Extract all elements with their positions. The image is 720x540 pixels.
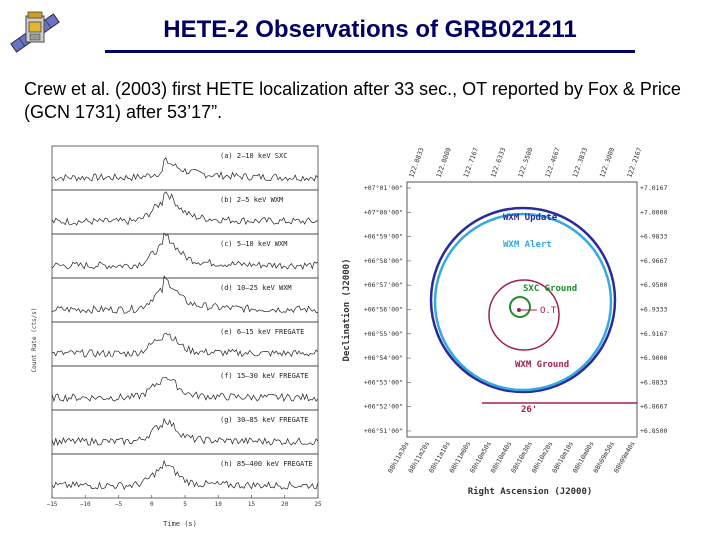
sxc-ground-label: SXC Ground <box>523 284 577 294</box>
left-axis-tick-label: +06°52'00" <box>364 403 403 411</box>
left-axis-tick-label: +06°53'00" <box>364 378 403 386</box>
right-axis-tick-label: +6.9833 <box>640 233 667 241</box>
left-axis-tick-label: +07°00'00" <box>364 208 403 216</box>
light-curve-panel-label: (f) 15–30 keV FREGATE <box>220 372 309 380</box>
right-ascension-axis-label: Right Ascension (J2000) <box>468 486 593 497</box>
light-curve-panel-label: (a) 2–10 keV SXC <box>220 152 287 160</box>
slide-body-text: Crew et al. (2003) first HETE localizati… <box>24 79 681 122</box>
light-curve-x-tick-label: 25 <box>314 501 322 508</box>
optical-transient-marker <box>517 308 521 312</box>
wxm-ground-label: WXM Ground <box>515 360 569 370</box>
title-underline <box>105 50 635 53</box>
right-axis-tick-label: +6.8500 <box>640 427 667 435</box>
wxm-update-label: WXM Update <box>503 213 558 223</box>
right-axis-tick-label: +6.9000 <box>640 354 667 362</box>
light-curve-x-tick-label: 0 <box>150 501 154 508</box>
wxm-update-error-circle <box>429 206 617 394</box>
light-curve-y-label: Count Rate (cts/s) <box>31 307 38 372</box>
declination-axis-label: Declination (J2000) <box>341 259 352 362</box>
left-axis-tick-label: +06°54'00" <box>364 354 403 362</box>
light-curve-panel-label: (g) 30–85 keV FREGATE <box>220 416 309 424</box>
left-axis-tick-label: +06°57'00" <box>364 281 403 289</box>
wxm-ground-error-circle <box>488 279 560 351</box>
light-curve-panel-label: (e) 6–15 keV FREGATE <box>220 328 304 336</box>
wxm-alert-error-circle <box>433 212 613 392</box>
left-axis-tick-label: +06°55'00" <box>364 330 403 338</box>
light-curve-trace <box>51 157 319 182</box>
right-axis-tick-label: +7.0000 <box>640 208 667 216</box>
right-axis-tick-label: +6.9500 <box>640 281 667 289</box>
light-curve-x-tick-label: −10 <box>80 501 91 508</box>
right-axis-tick-label: +7.0167 <box>640 184 667 192</box>
left-axis-tick-label: +06°59'00" <box>364 233 403 241</box>
light-curve-panel-label: (c) 5–10 keV WXM <box>220 240 287 248</box>
wxm-alert-label: WXM Alert <box>503 240 552 250</box>
left-axis-tick-label: +06°51'00" <box>364 427 403 435</box>
right-axis-tick-label: +6.8667 <box>640 403 667 411</box>
light-curve-trace <box>51 459 319 491</box>
light-curve-panel-label: (b) 2–5 keV WXM <box>220 196 283 204</box>
light-curve-x-tick-label: 20 <box>281 501 289 508</box>
light-curve-trace <box>51 377 319 403</box>
scale-bar-label: 26' <box>521 405 537 415</box>
light-curve-panel-label: (d) 10–25 keV WXM <box>220 284 292 292</box>
light-curve-trace <box>51 232 319 270</box>
light-curve-x-label: Time (s) <box>163 520 197 528</box>
optical-transient-label: O.T. <box>540 306 562 316</box>
right-axis-tick-label: +6.9667 <box>640 257 667 265</box>
light-curve-x-tick-label: −15 <box>47 501 58 508</box>
right-axis-tick-label: +6.8833 <box>640 378 667 386</box>
right-axis-tick-label: +6.9167 <box>640 330 667 338</box>
left-axis-tick-label: +07°01'00" <box>364 184 403 192</box>
hete-satellite-logo <box>10 11 60 53</box>
localization-sky-map: 122.8833 122.8000 122.7167 122.6333 122.5500… <box>335 140 715 510</box>
light-curve-figure: Count Rate (cts/s) (a) 2–10 keV SXC (b) 2… <box>30 140 330 530</box>
slide-title: HETE-2 Observations of GRB021211 <box>163 16 577 43</box>
light-curve-trace <box>51 332 319 358</box>
light-curve-panel-label: (h) 85–400 keV FREGATE <box>220 460 313 468</box>
light-curve-x-tick-label: 5 <box>183 501 187 508</box>
left-axis-tick-label: +06°56'00" <box>364 306 403 314</box>
light-curve-trace <box>51 417 319 447</box>
light-curve-x-tick-label: 15 <box>248 501 256 508</box>
right-axis-tick-label: +6.9333 <box>640 306 667 314</box>
sxc-ground-error-circle <box>509 296 531 318</box>
light-curve-trace <box>51 275 319 314</box>
light-curve-trace <box>51 191 319 226</box>
left-axis-tick-label: +06°58'00" <box>364 257 403 265</box>
light-curve-x-tick-label: −5 <box>115 501 123 508</box>
light-curve-x-tick-label: 10 <box>215 501 223 508</box>
